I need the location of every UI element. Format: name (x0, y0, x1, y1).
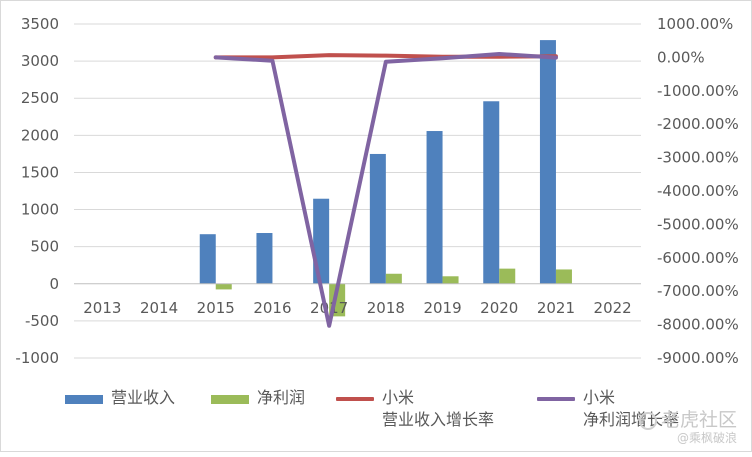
line-revenue-growth (213, 53, 558, 60)
legend-label-revenue-growth: 小米 营业收入增长率 (382, 388, 495, 429)
legend-swatch-revenue (65, 395, 103, 404)
y-left-tick-label: 3000 (21, 52, 59, 70)
x-tick-labels: 2013 2014 2015 2016 2017 2018 2019 2020 2021 2022 (83, 299, 631, 317)
legend-item-net-profit: 净利润 (211, 387, 305, 409)
y-right-tick-label: -4000.00% (657, 182, 739, 200)
tiger-logo-icon (638, 411, 657, 430)
y-left-tick-label: 2000 (21, 126, 59, 144)
gridlines (74, 23, 641, 359)
y-left-tick-label: -1000 (15, 349, 59, 367)
lines (213, 51, 558, 328)
y-left-tick-label: 3500 (21, 15, 59, 33)
legend-swatch-profit-growth (537, 397, 575, 401)
y-right-tick-labels: 1000.00% 0.00% -1000.00% -2000.00% -3000.00%… (657, 15, 739, 367)
watermark-subtitle: @乘枫破浪 (676, 431, 737, 445)
x-tick-label: 2014 (140, 299, 178, 317)
bar-revenue (199, 234, 216, 284)
bar-net-profit (442, 276, 459, 284)
y-left-tick-label: 500 (30, 238, 59, 256)
line-profit-growth (213, 51, 558, 328)
y-right-tick-label: -1000.00% (657, 82, 739, 100)
y-right-tick-label: -2000.00% (657, 115, 739, 133)
bar-revenue (369, 153, 386, 284)
legend-item-revenue-growth: 小米 营业收入增长率 (336, 387, 494, 431)
y-left-tick-label: 1500 (21, 163, 59, 181)
y-right-tick-label: -7000.00% (657, 282, 739, 300)
y-left-tick-label: 1000 (21, 201, 59, 219)
x-tick-label: 2015 (197, 299, 235, 317)
y-left-tick-labels: 3500 3000 2500 2000 1500 1000 500 0 -500 -1000 (15, 15, 59, 367)
y-right-tick-label: 0.00% (657, 48, 705, 66)
legend-label-net-profit: 净利润 (257, 388, 306, 407)
legend-swatch-revenue-growth (336, 397, 374, 401)
bars (199, 40, 572, 317)
y-right-tick-label: -5000.00% (657, 215, 739, 233)
bar-revenue (539, 40, 556, 284)
x-tick-label: 2017 (310, 299, 348, 317)
bar-net-profit (215, 283, 232, 290)
x-tick-label: 2022 (594, 299, 632, 317)
y-right-tick-label: -3000.00% (657, 149, 739, 167)
y-left-tick-label: 0 (49, 275, 59, 293)
x-tick-label: 2019 (423, 299, 461, 317)
watermark-title: 老虎社区 (660, 409, 737, 431)
bar-net-profit (385, 273, 402, 284)
x-tick-label: 2020 (480, 299, 518, 317)
bar-net-profit (499, 268, 516, 284)
bar-revenue (426, 131, 443, 284)
bar-revenue (256, 233, 273, 284)
y-left-tick-label: -500 (25, 312, 59, 330)
legend-swatch-net-profit (211, 395, 249, 404)
x-tick-label: 2016 (253, 299, 291, 317)
x-tick-label: 2013 (83, 299, 121, 317)
y-right-tick-label: -8000.00% (657, 316, 739, 334)
bar-net-profit (555, 269, 572, 284)
y-left-tick-label: 2500 (21, 89, 59, 107)
y-right-tick-label: -6000.00% (657, 249, 739, 267)
x-tick-label: 2021 (537, 299, 575, 317)
y-right-tick-label: -9000.00% (657, 349, 739, 367)
y-right-tick-label: 1000.00% (657, 15, 733, 33)
watermark: 老虎社区 @乘枫破浪 (638, 409, 737, 445)
legend-item-revenue: 营业收入 (65, 387, 175, 409)
x-tick-label: 2018 (367, 299, 405, 317)
bar-revenue (483, 101, 500, 284)
legend-label-revenue: 营业收入 (111, 388, 176, 407)
